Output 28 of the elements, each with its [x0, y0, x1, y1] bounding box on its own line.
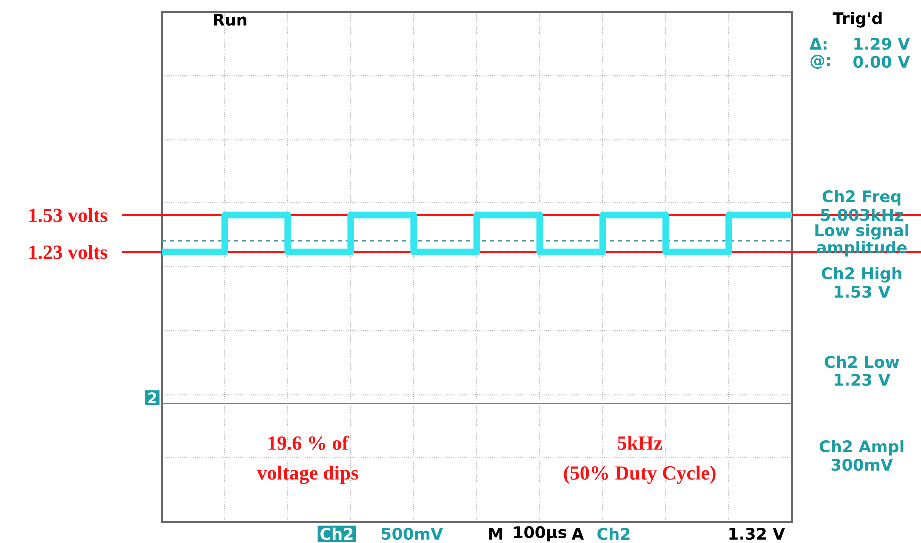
text: 100µs: [514, 526, 567, 542]
text: 1.32 V: [730, 528, 786, 540]
text: 1.53 V: [835, 286, 891, 298]
text: @:: [810, 54, 830, 70]
text: Ch2: [320, 528, 353, 540]
annotation: Run: [214, 14, 247, 26]
text: 0.00 V: [854, 56, 910, 68]
text: 500mV: [382, 528, 444, 540]
text: A: [572, 528, 584, 540]
text: Trig'd: [832, 12, 882, 28]
text: Ch2 Ampl: [820, 440, 904, 456]
text: Ch2 Low: [824, 356, 900, 368]
text: 1.29 V: [854, 38, 910, 50]
text: 300mV: [832, 458, 894, 472]
text: M: [490, 528, 502, 540]
annotation: 19.6 % of: [268, 436, 350, 450]
ref-line-label: 1.53 volts: [30, 208, 108, 222]
text: Ch2: [598, 528, 630, 540]
annotation: voltage dips: [257, 466, 358, 484]
text: 2: [148, 392, 156, 404]
ref-line-label: 1.23 volts: [30, 245, 108, 260]
text: Ch2 Freq: [822, 190, 901, 206]
text: Ch2 High: [822, 267, 902, 283]
text: 1.23 V: [835, 374, 891, 386]
annotation: 5kHz: [618, 436, 662, 450]
text: Δ:: [810, 38, 827, 50]
text: Low signal: [816, 224, 909, 240]
annotation: (50% Duty Cycle): [564, 466, 716, 484]
